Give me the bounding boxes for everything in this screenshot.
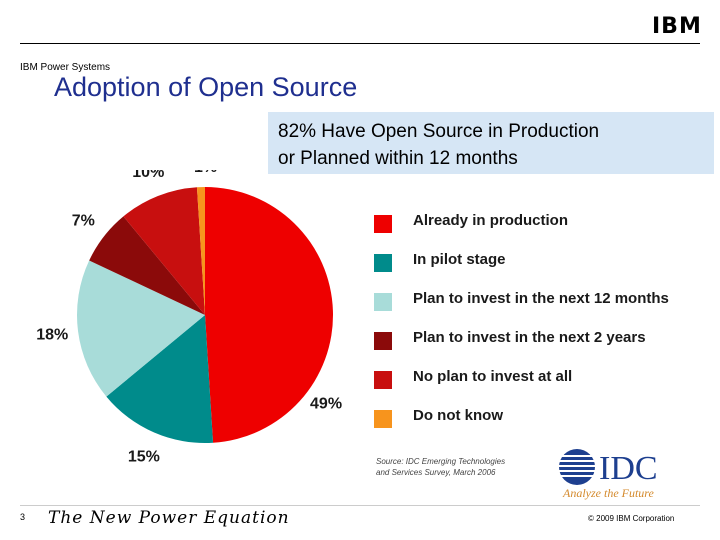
source-note: Source: IDC Emerging Technologies and Se… [376,457,506,477]
page-title: Adoption of Open Source [54,72,358,102]
legend-label: Do not know [413,407,503,424]
legend-label: Plan to invest in the next 12 months [413,290,669,307]
pie-slice [77,260,205,397]
pie-slice-label: 15% [128,448,160,465]
legend-label: Already in production [413,212,569,229]
ibm-logo-text: IBM [652,14,702,39]
legend-swatch [374,332,392,350]
legend-swatch [374,410,392,428]
legend-label: In pilot stage [413,251,506,268]
idc-globe-icon [559,449,595,485]
legend-swatch [374,254,392,272]
callout-line-1: 82% Have Open Source in Production [278,121,600,142]
brand-label: IBM Power Systems [20,62,111,73]
pie-chart: 49% 15% 18% 7% 10% 1% [36,170,342,465]
pie-slice-label: 18% [36,326,68,343]
legend-label: No plan to invest at all [413,368,573,385]
copyright: © 2009 IBM Corporation [588,514,675,523]
footer-rule [20,505,700,506]
ibm-logo: IBM [652,14,702,40]
idc-logo: IDC Analyze the Future [559,449,658,500]
pie-slice-label: 10% [132,170,164,181]
legend-swatch [374,293,392,311]
pie-slice [123,187,205,315]
idc-tagline: Analyze the Future [562,486,655,500]
callout-box: 82% Have Open Source in Production or Pl… [268,112,714,174]
idc-name: IDC [599,450,658,487]
pie-slice-label: 7% [72,213,95,230]
pie-slice [89,216,205,315]
header-rule [20,43,700,44]
pie-slice-label: 1% [194,170,217,176]
callout-line-2: or Planned within 12 months [278,148,518,169]
legend-swatch [374,371,392,389]
pie-slice [205,187,334,443]
page-number: 3 [20,512,26,522]
pie-slice-label: 49% [310,396,342,413]
legend-label: Plan to invest in the next 2 years [413,329,646,346]
pie-slice [196,187,205,315]
pie-slice [106,315,214,443]
legend-swatch [374,215,392,233]
footer-tagline: The New Power Equation [48,508,290,528]
